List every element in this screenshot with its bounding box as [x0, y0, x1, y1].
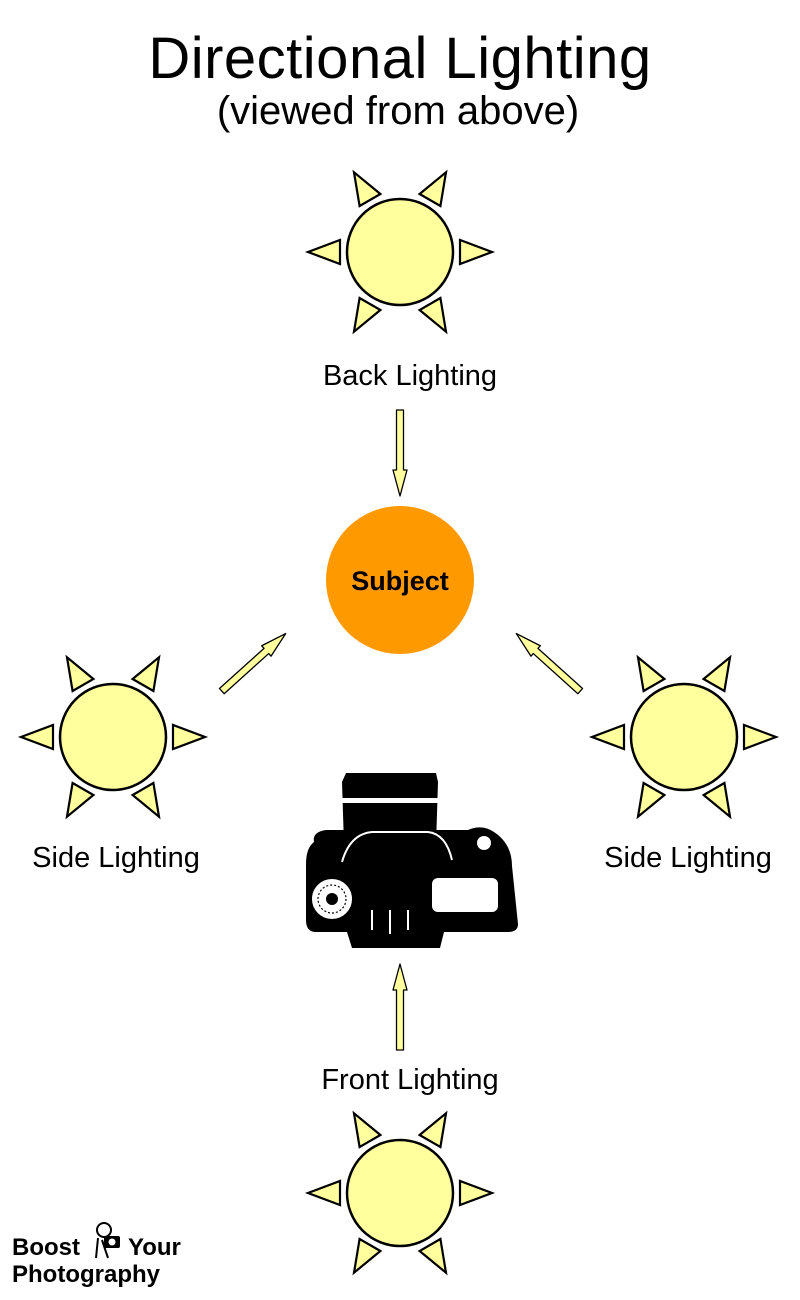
- logo-line-photography: Photography: [12, 1261, 161, 1288]
- arrow-icon-left: [218, 632, 287, 695]
- sun-ray: [130, 654, 161, 693]
- photographer-icon: [95, 1222, 120, 1259]
- logo-line-boost: Boost: [12, 1234, 80, 1261]
- logo: Boost Your Photography: [12, 1222, 181, 1288]
- sun-ray: [304, 1179, 342, 1207]
- diagram-title: Directional Lighting: [148, 26, 651, 91]
- sun-ray: [352, 296, 383, 335]
- sun-ray: [636, 781, 667, 820]
- sun-icon-left: [17, 654, 209, 820]
- sun-icon-back: [304, 169, 496, 335]
- arrow-icon-front: [392, 963, 408, 1051]
- sun-ray: [130, 781, 161, 820]
- sun-ray: [588, 723, 626, 751]
- sun-ray: [417, 296, 448, 335]
- side-lighting-left-label: Side Lighting: [32, 842, 200, 874]
- sun-ray: [701, 781, 732, 820]
- front-lighting-label: Front Lighting: [321, 1064, 498, 1096]
- sun-ray: [171, 723, 209, 751]
- arrow-icon-back: [392, 409, 408, 497]
- side-lighting-right-label: Side Lighting: [604, 842, 772, 874]
- back-lighting-label: Back Lighting: [323, 360, 497, 392]
- sun-ray: [636, 654, 667, 693]
- subject-label: Subject: [351, 566, 449, 596]
- subject-circle: [326, 506, 474, 654]
- diagram-subtitle: (viewed from above): [217, 89, 579, 133]
- logo-line-your: Your: [128, 1234, 181, 1261]
- sun-ray: [417, 169, 448, 208]
- sun-ray: [742, 723, 780, 751]
- sun-ray: [304, 238, 342, 266]
- sun-ray: [65, 781, 96, 820]
- sun-ray: [417, 1110, 448, 1149]
- sun-ray: [417, 1237, 448, 1276]
- sun-ray: [458, 1179, 496, 1207]
- sun-icon-front: [304, 1110, 496, 1276]
- sun-ray: [701, 654, 732, 693]
- sun-ray: [352, 1237, 383, 1276]
- arrow-icon-right: [515, 632, 584, 695]
- sun-ray: [458, 238, 496, 266]
- sun-ray: [17, 723, 55, 751]
- camera-icon: [306, 773, 518, 948]
- sun-ray: [352, 1110, 383, 1149]
- sun-icon-right: [588, 654, 780, 820]
- sun-ray: [65, 654, 96, 693]
- sun-ray: [352, 169, 383, 208]
